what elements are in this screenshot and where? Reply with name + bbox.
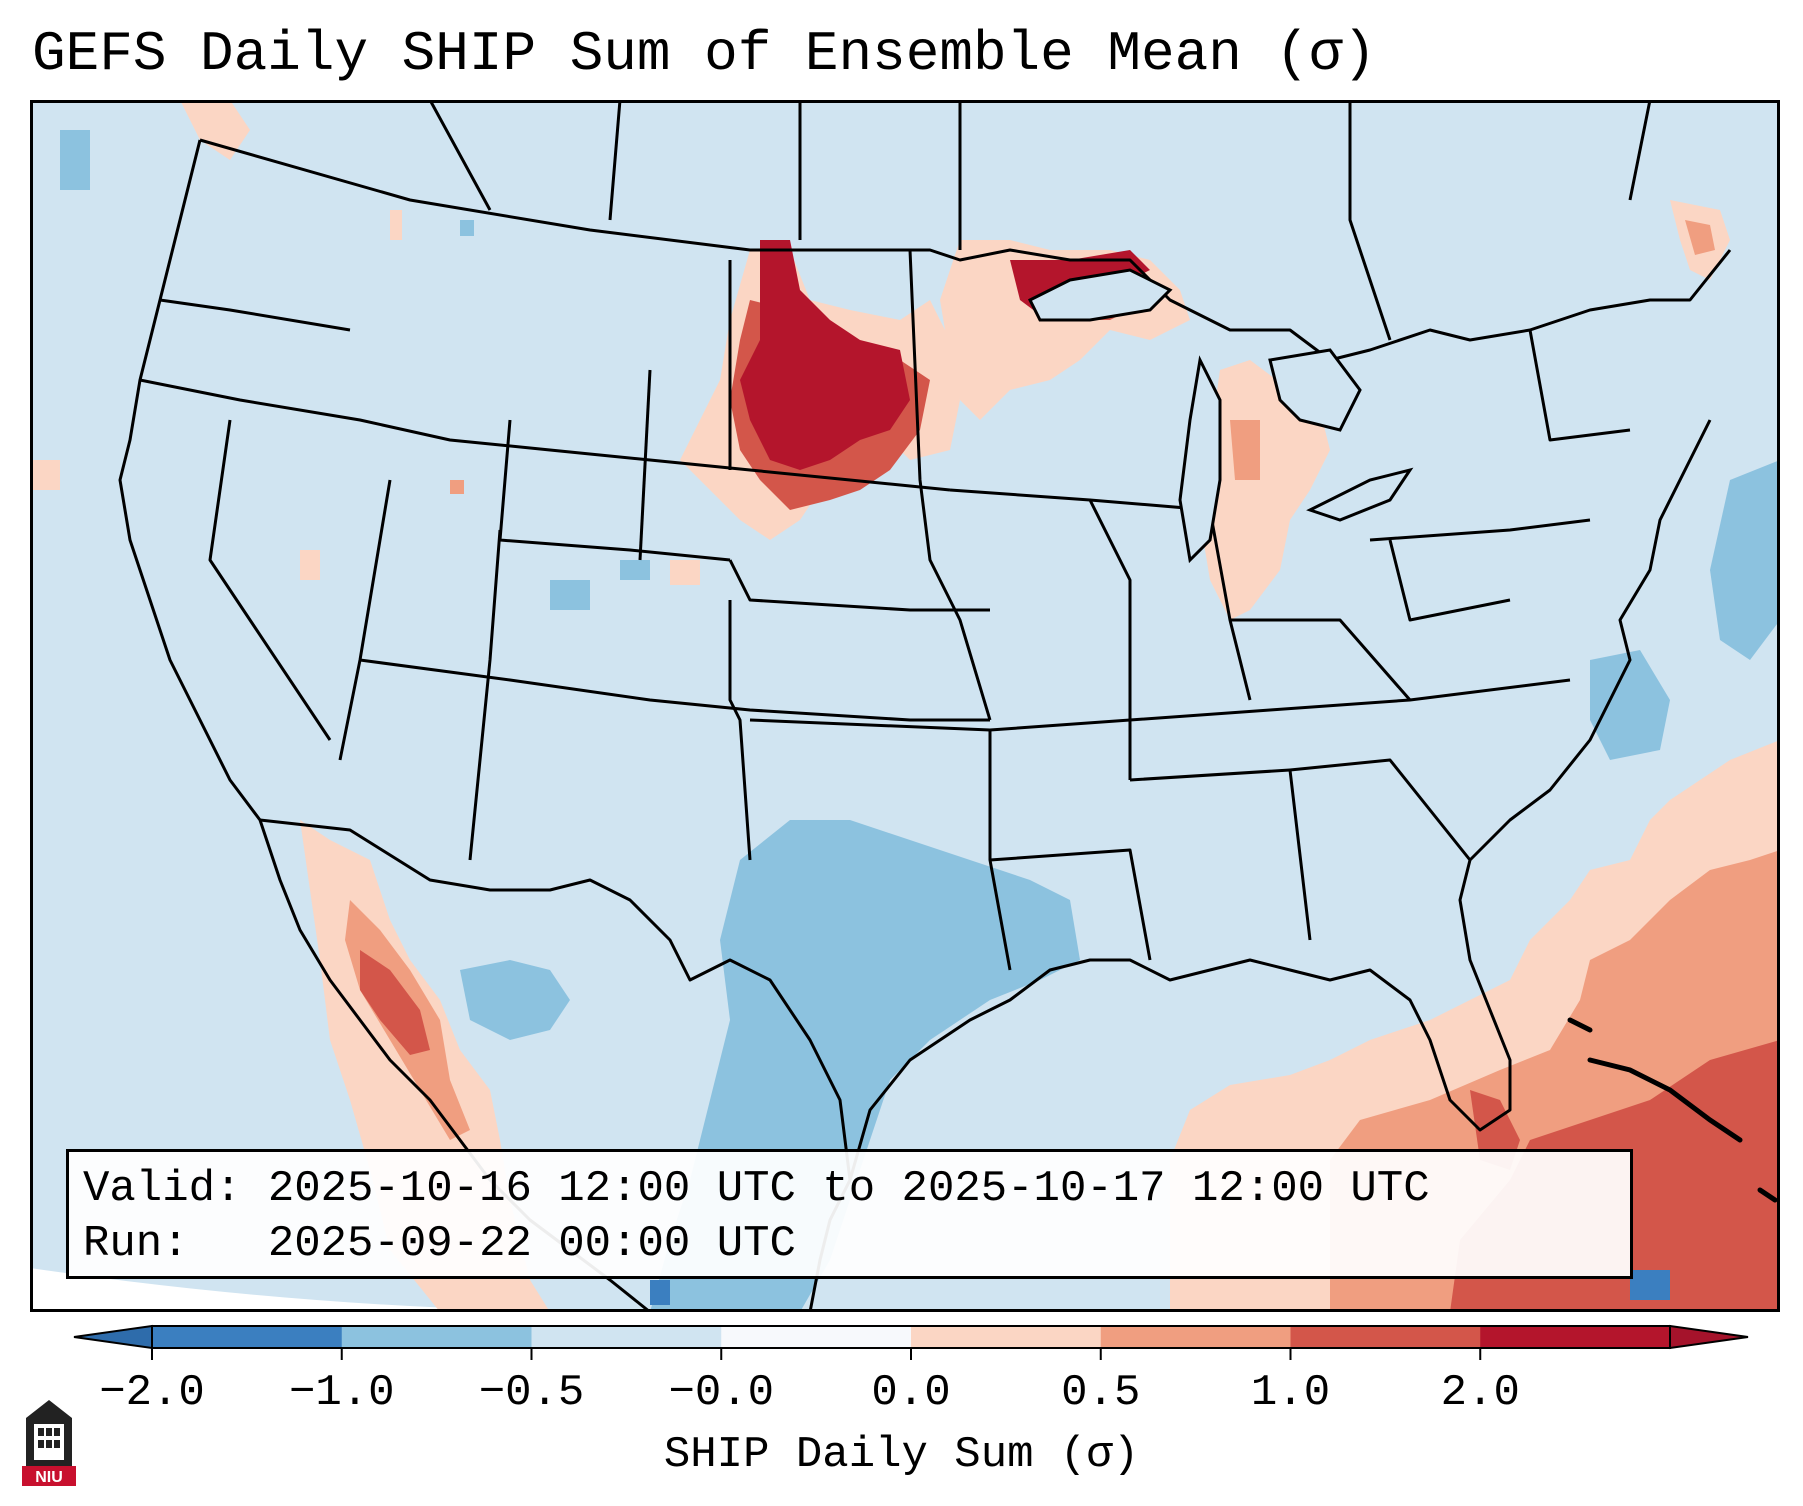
state-line: [1628, 100, 1652, 201]
border-canada: [199, 138, 1732, 362]
valid-time-line: Valid: 2025-10-16 12:00 UTC to 2025-10-1…: [83, 1164, 1430, 1214]
island-cuba: [1587, 1057, 1743, 1143]
colorbar-segment: [341, 1326, 532, 1348]
state-line: [1348, 100, 1392, 341]
anomaly-atlantic-cool: [1710, 460, 1780, 660]
state-line: [498, 419, 731, 562]
state-line: [1528, 329, 1631, 442]
colorbar-tick-label: −2.0: [99, 1368, 205, 1418]
state-line: [1388, 539, 1511, 622]
border-mexico: [259, 818, 852, 1181]
state-line: [359, 658, 990, 722]
colorbar-segment: [1290, 1326, 1481, 1348]
state-line: [728, 559, 990, 612]
anomaly-quebec-mid: [1685, 220, 1715, 255]
colorbar-segment: [531, 1326, 722, 1348]
colorbar-tick-label: −0.5: [478, 1368, 585, 1418]
forecast-map: [30, 100, 1780, 1312]
colorbar: [73, 1324, 1749, 1360]
colorbar-segment: [1100, 1326, 1291, 1348]
chart-title: GEFS Daily SHIP Sum of Ensemble Mean (σ): [32, 22, 1377, 86]
colorbar-tick-label: −1.0: [288, 1368, 395, 1418]
anomaly-mexico-strong: [360, 950, 430, 1055]
colorbar-label: SHIP Daily Sum (σ): [663, 1430, 1140, 1480]
anomaly-cool-dot: [460, 220, 474, 236]
lake-superior: [1027, 268, 1173, 322]
state-line: [139, 378, 951, 492]
anomaly-cool-dot: [550, 580, 590, 610]
state-line: [608, 100, 622, 221]
colorbar-tick-label: 2.0: [1440, 1368, 1520, 1418]
lake-michigan: [1178, 355, 1222, 564]
colorbar-tick-label: 0.0: [871, 1368, 951, 1418]
state-line: [1230, 618, 1412, 701]
anomaly-cool-dot: [620, 560, 650, 580]
anomaly-dot: [300, 550, 320, 580]
niu-logo-text: NIU: [35, 1469, 63, 1486]
colorbar-tick-label: 0.5: [1061, 1368, 1141, 1418]
map-frame: [30, 100, 1780, 1312]
state-line: [208, 419, 332, 741]
island-jamaica: [1757, 1187, 1778, 1203]
anomaly-atlantic-cool-2: [1590, 650, 1670, 760]
state-line: [989, 848, 1152, 961]
state-line: [1369, 518, 1591, 542]
state-line: [949, 488, 1132, 720]
colorbar-segment: [1480, 1326, 1671, 1348]
state-line: [908, 249, 992, 721]
anomaly-dot: [390, 210, 402, 240]
colorbar-segment: [721, 1326, 912, 1348]
coast-gulf: [848, 419, 1712, 1181]
state-line: [468, 529, 502, 861]
state-line: [159, 298, 351, 332]
state-line: [1289, 758, 1472, 861]
anomaly-dot: [30, 460, 60, 490]
anomaly-dot: [450, 480, 464, 494]
state-line: [638, 369, 652, 561]
colorbar-extend-low: [73, 1324, 153, 1350]
lake-erie: [1306, 467, 1414, 522]
state-line: [428, 100, 492, 211]
colorbar-tick-label: −0.0: [668, 1368, 775, 1418]
caribbean-islands: [1567, 1017, 1778, 1203]
projection-edge: [30, 1268, 630, 1312]
anomaly-michigan-mid: [1230, 420, 1260, 480]
anomaly-cool-dot: [60, 130, 90, 190]
anomaly-mexico-cool: [460, 960, 570, 1040]
anomaly-cool-dot: [1630, 1270, 1670, 1300]
island-bahamas: [1567, 1017, 1593, 1033]
colorbar-segment: [911, 1326, 1102, 1348]
run-time-line: Run: 2025-09-22 00:00 UTC: [83, 1219, 796, 1269]
niu-building-icon: NIU: [22, 1400, 76, 1486]
anomaly-cool-dot: [650, 1280, 670, 1305]
state-line: [749, 678, 1571, 732]
great-lakes: [1027, 268, 1414, 564]
anomaly-plains-strong: [740, 240, 910, 470]
state-line: [1089, 498, 1252, 701]
anomaly-dot: [670, 560, 700, 585]
colorbar-tick-label: 1.0: [1250, 1368, 1331, 1418]
anomaly-baja-light: [180, 100, 250, 160]
state-line: [728, 600, 752, 861]
validity-info-box: Valid: 2025-10-16 12:00 UTC to 2025-10-1…: [66, 1149, 1633, 1279]
colorbar-segment: [152, 1326, 343, 1348]
colorbar-extend-high: [1669, 1324, 1749, 1350]
lake-huron: [1268, 348, 1362, 432]
